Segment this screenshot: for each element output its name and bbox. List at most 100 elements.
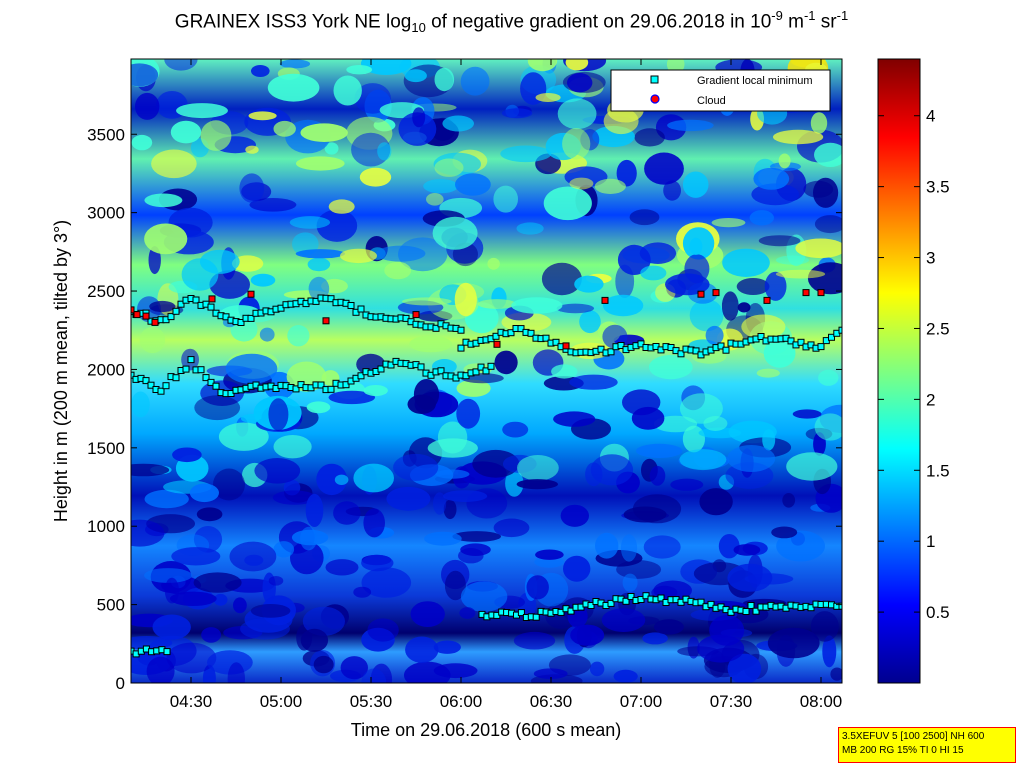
heatmap-blob	[460, 581, 508, 612]
gradient-minimum-marker	[838, 602, 842, 610]
cloud-marker	[817, 289, 825, 297]
heatmap-blob	[334, 474, 349, 485]
x-tick-label: 05:30	[350, 692, 393, 711]
heatmap-blob	[727, 563, 773, 592]
colorbar-tick-label: 1	[926, 532, 935, 551]
gradient-minimum-marker	[627, 593, 635, 600]
heatmap-blob	[169, 591, 217, 606]
heatmap-blob	[535, 549, 564, 560]
heatmap-blob	[822, 635, 837, 668]
gradient-minimum-marker	[567, 607, 575, 615]
heatmap-blob	[570, 624, 605, 646]
heatmap-blob	[565, 59, 589, 71]
heatmap-blob	[325, 559, 359, 576]
heatmap-blob	[306, 401, 331, 414]
heatmap-blob	[268, 576, 284, 586]
heatmap-blob	[736, 278, 770, 295]
heatmap-blob	[166, 642, 217, 674]
heatmap-blob	[433, 663, 478, 679]
cloud-marker	[763, 296, 771, 304]
heatmap-blob	[245, 145, 259, 154]
heatmap-blob	[629, 209, 660, 226]
colorbar-tick-label: 3.5	[926, 178, 950, 197]
cloud-marker	[133, 311, 141, 319]
heatmap-blob	[139, 326, 166, 354]
heatmap-blob	[758, 235, 801, 247]
heatmap-blob	[144, 193, 183, 208]
heatmap-blob	[361, 668, 387, 683]
gradient-minimum-marker	[182, 365, 190, 373]
heatmap-blob	[569, 374, 618, 390]
colorbar-tick-label: 0.5	[926, 603, 950, 622]
heatmap-blob	[405, 636, 439, 663]
heatmap-blob	[328, 390, 376, 405]
chart-title: GRAINEX ISS3 York NE log10 of negative g…	[174, 8, 849, 36]
heatmap-blob	[533, 668, 568, 679]
heatmap-blob	[699, 488, 733, 516]
heatmap-blob	[737, 302, 751, 313]
x-tick-label: 05:00	[260, 692, 303, 711]
heatmap-blob	[254, 458, 301, 484]
heatmap-blob	[456, 379, 491, 397]
gradient-minimum-marker	[192, 296, 200, 304]
heatmap-blob	[563, 555, 591, 582]
heatmap-blob	[434, 67, 455, 92]
x-tick-label: 06:30	[530, 692, 573, 711]
y-tick-label: 2500	[87, 282, 125, 301]
heatmap-blob	[172, 447, 202, 463]
heatmap-blob	[569, 177, 594, 190]
cloud-marker	[151, 318, 159, 326]
gradient-minimum-marker	[828, 333, 835, 341]
y-axis-label: Height in m (200 m mean, tilted by 3°)	[51, 220, 71, 522]
heatmap-blob	[171, 547, 221, 566]
cloud-marker	[697, 290, 705, 298]
heatmap-blob	[131, 134, 153, 151]
gradient-minimum-marker	[692, 347, 700, 355]
colorbar-gradient	[877, 58, 921, 684]
heatmap-blob	[602, 294, 644, 317]
heatmap-blob	[810, 611, 839, 642]
legend: Gradient local minimum Cloud	[610, 69, 831, 112]
gradient-minimum-marker	[142, 377, 150, 385]
heatmap-blob	[333, 75, 362, 106]
marker-layer	[131, 289, 842, 658]
gradient-minimum-marker	[317, 381, 325, 389]
heatmap-blob	[151, 149, 197, 179]
heatmap-blob	[776, 530, 825, 562]
gradient-minimum-marker	[202, 374, 210, 382]
heatmap-blob	[526, 575, 549, 600]
heatmap-blob	[594, 178, 626, 194]
heatmap-blob	[404, 69, 427, 83]
heatmap-blob	[302, 606, 345, 636]
gradient-minimum-marker	[167, 313, 175, 321]
heatmap-blob	[131, 519, 165, 547]
heatmap-blob	[333, 501, 361, 525]
heatmap-blob	[249, 198, 297, 212]
heatmap-blob	[505, 470, 524, 497]
y-tick-label: 2000	[87, 360, 125, 379]
colorbar: 0.5 1 1.5 2 2.5 3 3.5 4	[877, 58, 950, 684]
heatmap-blob	[316, 209, 358, 242]
gradient-minimum-marker	[437, 367, 445, 375]
gradient-minimum-marker	[347, 302, 355, 309]
heatmap-blob	[810, 112, 828, 134]
heatmap-blob	[259, 327, 275, 342]
gradient-minimum-marker	[787, 337, 795, 345]
heatmap-blob	[248, 111, 277, 121]
gradient-minimum-marker	[707, 600, 715, 608]
cloud-marker	[247, 290, 255, 298]
heatmap-blob	[814, 142, 842, 167]
heatmap-blob	[620, 534, 638, 562]
heatmap-blob	[670, 478, 704, 491]
heatmap-blob	[727, 445, 776, 472]
cloud-marker	[493, 340, 501, 348]
heatmap-blob	[682, 425, 706, 453]
heatmap-blob	[213, 468, 245, 501]
info-line-2: MB 200 RG 15% TI 0 HI 15	[842, 745, 964, 756]
gradient-minimum-marker	[817, 343, 825, 351]
heatmap-blob	[250, 273, 276, 287]
heatmap-blob	[375, 245, 426, 262]
heatmap-blob	[231, 255, 264, 272]
heatmap-blob	[477, 299, 517, 309]
heatmap-blob	[775, 269, 826, 279]
